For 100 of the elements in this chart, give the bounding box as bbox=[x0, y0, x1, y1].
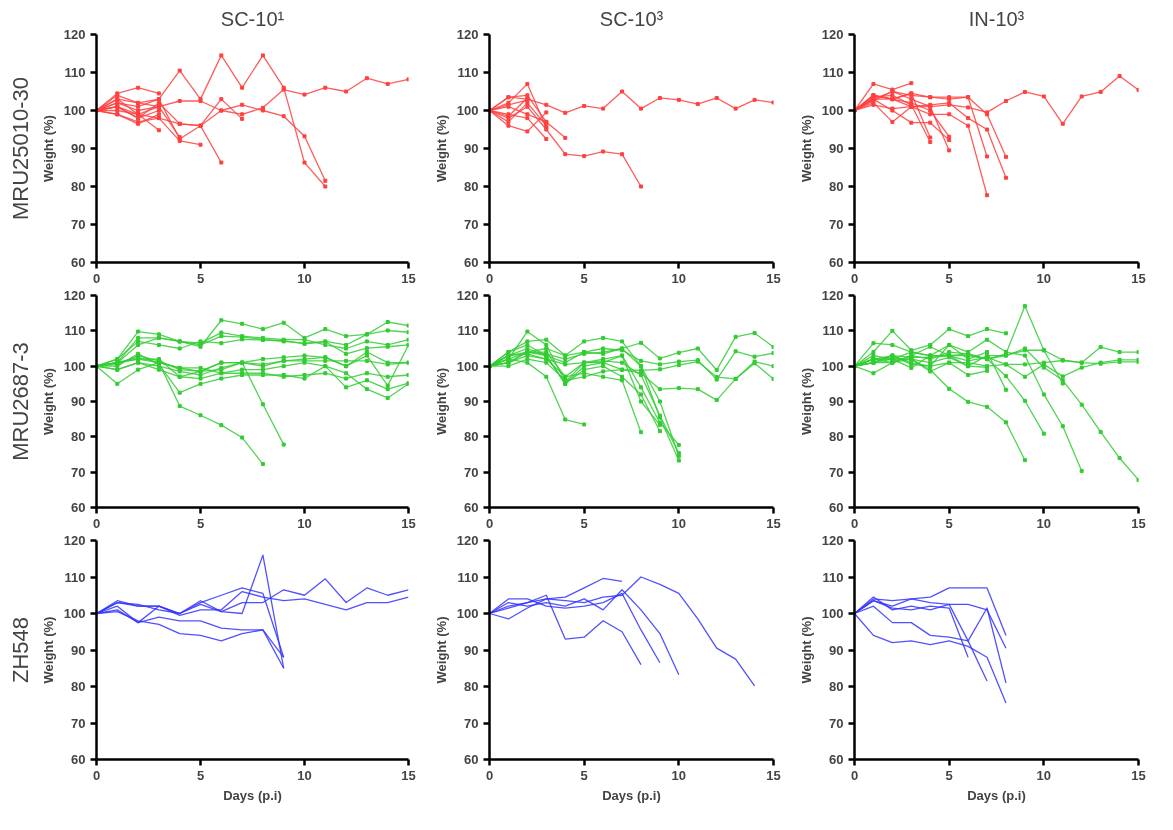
x-tick-label: 15 bbox=[401, 767, 416, 783]
y-tick-label: 80 bbox=[829, 429, 844, 445]
x-tick-label: 15 bbox=[1131, 515, 1146, 531]
y-tick-label: 90 bbox=[464, 141, 479, 156]
x-tick-label: 0 bbox=[92, 515, 101, 531]
y-tick-label: 120 bbox=[821, 27, 844, 42]
x-tick-label: 15 bbox=[1131, 270, 1146, 286]
x-tick-label: 0 bbox=[850, 515, 859, 531]
x-tick-label: 5 bbox=[196, 270, 205, 286]
x-tick-label: 0 bbox=[485, 270, 494, 286]
y-tick-label: 100 bbox=[821, 358, 844, 374]
y-tick-label: 110 bbox=[822, 323, 844, 339]
y-tick-label: 90 bbox=[464, 394, 479, 409]
x-tick-label: 15 bbox=[766, 767, 781, 783]
x-tick-label: 5 bbox=[196, 767, 205, 783]
y-tick-label: 80 bbox=[71, 679, 86, 694]
y-tick-label: 80 bbox=[71, 179, 86, 194]
y-tick-label: 100 bbox=[456, 103, 479, 118]
x-tick-label: 5 bbox=[580, 270, 588, 286]
y-tick-label: 90 bbox=[829, 394, 844, 409]
y-axis-title: Weight (%) bbox=[798, 368, 814, 435]
y-tick-label: 110 bbox=[457, 569, 479, 585]
x-tick-label: 10 bbox=[671, 515, 687, 531]
x-tick-label: 10 bbox=[671, 767, 687, 783]
y-tick-label: 60 bbox=[71, 752, 86, 767]
y-tick-label: 100 bbox=[456, 358, 479, 374]
y-tick-label: 120 bbox=[821, 288, 844, 303]
x-axis-title: Days (p.i) bbox=[602, 787, 661, 803]
y-tick-label: 70 bbox=[71, 715, 86, 731]
x-axis-title: Days (p.i) bbox=[223, 787, 282, 803]
y-tick-label: 90 bbox=[829, 642, 844, 658]
y-tick-label: 110 bbox=[64, 569, 86, 585]
x-tick-label: 0 bbox=[850, 270, 859, 286]
x-tick-label: 5 bbox=[945, 270, 953, 286]
y-axis-title: Weight (%) bbox=[40, 616, 56, 684]
text: MRU2687-3 bbox=[7, 342, 33, 461]
x-tick-label: 15 bbox=[766, 515, 781, 531]
y-tick-label: 110 bbox=[822, 569, 844, 585]
x-tick-label: 10 bbox=[1036, 515, 1052, 531]
x-tick-label: 10 bbox=[1036, 270, 1052, 286]
y-axis-title: Weight (%) bbox=[433, 368, 449, 435]
y-tick-label: 80 bbox=[464, 179, 479, 194]
y-tick-label: 70 bbox=[71, 464, 86, 480]
x-tick-label: 5 bbox=[945, 767, 953, 783]
x-tick-label: 0 bbox=[485, 515, 494, 531]
y-tick-label: 60 bbox=[71, 500, 86, 515]
y-tick-label: 60 bbox=[829, 500, 844, 515]
y-tick-label: 120 bbox=[63, 27, 86, 42]
chart-title: IN-10³ bbox=[968, 7, 1025, 30]
y-tick-label: 110 bbox=[822, 65, 844, 80]
y-tick-label: 80 bbox=[71, 429, 86, 445]
y-tick-label: 120 bbox=[821, 533, 844, 548]
y-tick-label: 80 bbox=[464, 679, 479, 694]
chart-title: SC-10³ bbox=[599, 7, 664, 30]
y-tick-label: 120 bbox=[456, 288, 479, 303]
y-axis-title: Weight (%) bbox=[798, 115, 814, 182]
y-tick-label: 70 bbox=[71, 217, 86, 232]
x-tick-label: 10 bbox=[1036, 767, 1052, 783]
x-tick-label: 0 bbox=[485, 767, 494, 783]
y-tick-label: 60 bbox=[464, 500, 479, 515]
x-tick-label: 10 bbox=[297, 515, 312, 531]
x-tick-label: 5 bbox=[196, 515, 205, 531]
chart-title: SC-10¹ bbox=[220, 7, 285, 30]
y-tick-label: 100 bbox=[456, 606, 479, 621]
x-tick-label: 15 bbox=[401, 270, 416, 286]
y-tick-label: 70 bbox=[464, 464, 479, 480]
x-tick-label: 15 bbox=[1131, 767, 1146, 783]
x-axis-title: Days (p.i) bbox=[967, 787, 1026, 803]
x-tick-label: 0 bbox=[92, 270, 101, 286]
y-tick-label: 90 bbox=[71, 394, 86, 409]
x-tick-label: 10 bbox=[297, 270, 312, 286]
y-tick-label: 90 bbox=[71, 642, 86, 658]
y-tick-label: 80 bbox=[829, 179, 844, 194]
y-tick-label: 80 bbox=[464, 429, 479, 445]
x-tick-label: 15 bbox=[766, 270, 781, 286]
y-tick-label: 70 bbox=[829, 464, 844, 480]
y-axis-title: Weight (%) bbox=[798, 616, 814, 684]
y-tick-label: 100 bbox=[63, 103, 86, 118]
y-tick-label: 80 bbox=[829, 679, 844, 694]
y-tick-label: 120 bbox=[63, 288, 86, 303]
x-tick-label: 15 bbox=[401, 515, 416, 531]
x-tick-label: 0 bbox=[850, 767, 859, 783]
y-axis-title: Weight (%) bbox=[40, 115, 56, 182]
y-tick-label: 120 bbox=[456, 27, 479, 42]
y-axis-title: Weight (%) bbox=[433, 616, 449, 684]
y-tick-label: 60 bbox=[464, 255, 479, 270]
y-tick-label: 110 bbox=[64, 323, 86, 339]
x-tick-label: 5 bbox=[580, 515, 588, 531]
y-tick-label: 100 bbox=[821, 606, 844, 621]
y-tick-label: 60 bbox=[829, 255, 844, 270]
y-axis-title: Weight (%) bbox=[40, 368, 56, 435]
x-tick-label: 5 bbox=[945, 515, 953, 531]
y-tick-label: 90 bbox=[829, 141, 844, 156]
y-tick-label: 70 bbox=[829, 217, 844, 232]
y-tick-label: 110 bbox=[457, 323, 479, 339]
y-tick-label: 70 bbox=[464, 715, 479, 731]
x-tick-label: 5 bbox=[580, 767, 588, 783]
y-tick-label: 100 bbox=[63, 606, 86, 621]
text: ZH548 bbox=[7, 616, 33, 684]
x-tick-label: 10 bbox=[297, 767, 312, 783]
